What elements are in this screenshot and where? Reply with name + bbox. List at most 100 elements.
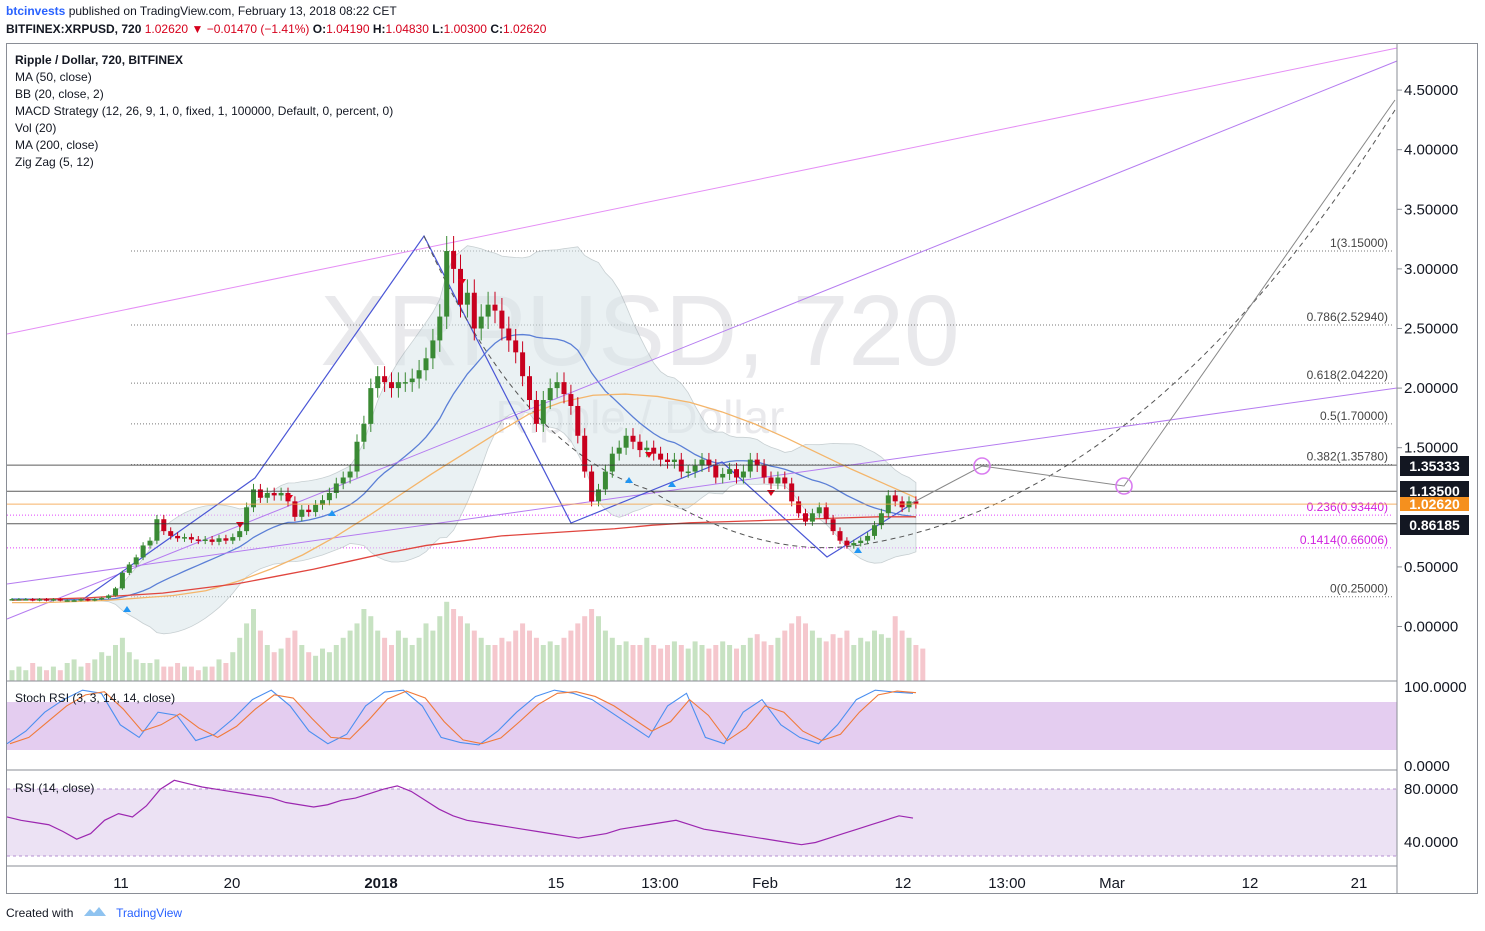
volume-bar: [796, 616, 802, 681]
candle-body: [685, 471, 691, 474]
volume-bar: [458, 616, 463, 681]
candle-body: [361, 423, 367, 442]
volume-bar: [837, 637, 843, 681]
candle-body: [382, 376, 388, 383]
candle-body: [554, 382, 560, 389]
volume-bar: [616, 645, 622, 681]
stoch-rsi-title[interactable]: Stoch RSI (3, 3, 14, 14, close): [15, 691, 176, 705]
volume-bar: [885, 637, 891, 681]
projection-path: [911, 99, 1396, 504]
candle-body: [354, 441, 360, 472]
volume-bar: [761, 641, 767, 681]
candle-body: [195, 539, 201, 541]
candle-body: [596, 489, 601, 502]
candle-body: [85, 599, 91, 601]
volume-bar: [299, 645, 305, 681]
volume-bar: [251, 609, 256, 681]
candle-body: [872, 525, 877, 536]
candle-body: [64, 600, 70, 602]
volume-bar: [830, 634, 836, 681]
candle-body: [209, 539, 215, 542]
legend-volume[interactable]: Vol (20): [15, 121, 57, 135]
volume-bar: [9, 670, 15, 681]
legend-symbol[interactable]: Ripple / Dollar, 720, BITFINEX: [15, 53, 184, 67]
volume-bar: [306, 652, 312, 681]
volume-bar: [520, 623, 526, 681]
indicator-legend: Ripple / Dollar, 720, BITFINEX MA (50, c…: [15, 52, 393, 171]
rsi-line: [6, 779, 914, 846]
legend-bb[interactable]: BB (20, close, 2): [15, 87, 104, 101]
candle-body: [809, 513, 815, 522]
candle-body: [154, 519, 160, 541]
high-value: 1.04830: [385, 22, 429, 36]
candle-body: [395, 382, 401, 389]
candle-body: [692, 465, 698, 472]
legend-macd-strategy[interactable]: MACD Strategy (12, 26, 9, 1, 0, fixed, 1…: [15, 104, 394, 118]
tradingview-logo-icon: [83, 907, 106, 916]
time-axis-label: 15: [548, 875, 565, 892]
last-price: 1.02620: [144, 22, 189, 36]
candle-body: [340, 477, 346, 484]
price-tick-label: 2.50000: [1404, 321, 1458, 338]
legend-zigzag[interactable]: Zig Zag (5, 12): [15, 155, 94, 169]
candle-body: [271, 492, 277, 496]
ohlc-line: BITFINEX:XRPUSD, 720 1.02620 ▼ −0.01470 …: [6, 22, 546, 36]
candle-body: [202, 539, 208, 541]
volume-bar: [568, 630, 574, 681]
candle-body: [437, 316, 443, 341]
legend-ma50[interactable]: MA (50, close): [15, 70, 92, 84]
candle-body: [782, 477, 788, 484]
candle-body: [754, 459, 760, 466]
volume-bar: [50, 666, 56, 681]
candle-body: [223, 538, 229, 541]
candle-body: [99, 597, 105, 600]
candle-body: [147, 540, 153, 546]
fib-level-label: 0.382(1.35780): [1307, 450, 1388, 464]
candle-body: [389, 382, 394, 389]
candle-body: [237, 531, 243, 538]
volume-bar: [106, 655, 112, 681]
price-tag-last: 1.02620: [1400, 497, 1469, 511]
candle-body: [423, 358, 429, 371]
moving-averages: [11, 393, 917, 604]
volume-bar: [237, 637, 243, 681]
projection-curve: [423, 109, 1396, 549]
volume-bar: [878, 634, 884, 681]
candle-body: [230, 537, 236, 541]
volume-bar: [644, 637, 650, 681]
volume-bar: [678, 645, 684, 681]
price-tag-2: 1.13500: [1400, 481, 1469, 501]
candle-body: [671, 459, 677, 463]
candle-body: [844, 540, 850, 546]
close-label: C:: [490, 22, 503, 36]
horizontal-levels: [7, 464, 1397, 525]
price-tick-label: 3.00000: [1404, 261, 1458, 278]
candle-body: [485, 304, 491, 317]
volume-bar: [485, 645, 491, 681]
author-link[interactable]: btcinvests: [6, 4, 66, 18]
candle-body: [451, 251, 457, 269]
volume-bar: [140, 663, 146, 681]
close-value: 1.02620: [503, 22, 547, 36]
volume-bars: [9, 601, 926, 681]
volume-bar: [451, 609, 457, 681]
volume-bar: [547, 641, 553, 681]
candle-body: [740, 471, 746, 478]
candle-body: [78, 599, 84, 601]
volume-bar: [230, 652, 236, 681]
fib-level-label: 0.618(2.04220): [1307, 368, 1388, 382]
price-tick-label: 4.50000: [1404, 82, 1458, 99]
candle-body: [430, 340, 436, 359]
rsi-title[interactable]: RSI (14, close): [15, 781, 95, 795]
open-label: O:: [312, 22, 327, 36]
candle-body: [37, 599, 43, 601]
candle-body: [402, 382, 408, 384]
price-tag-1: 1.35333: [1400, 456, 1469, 476]
tradingview-link[interactable]: TradingView: [116, 906, 183, 920]
candle-body: [768, 477, 774, 484]
legend-ma200[interactable]: MA (200, close): [15, 138, 99, 152]
volume-bar: [892, 616, 898, 681]
time-axis-label: 11: [113, 875, 129, 892]
candle-body: [313, 504, 319, 513]
